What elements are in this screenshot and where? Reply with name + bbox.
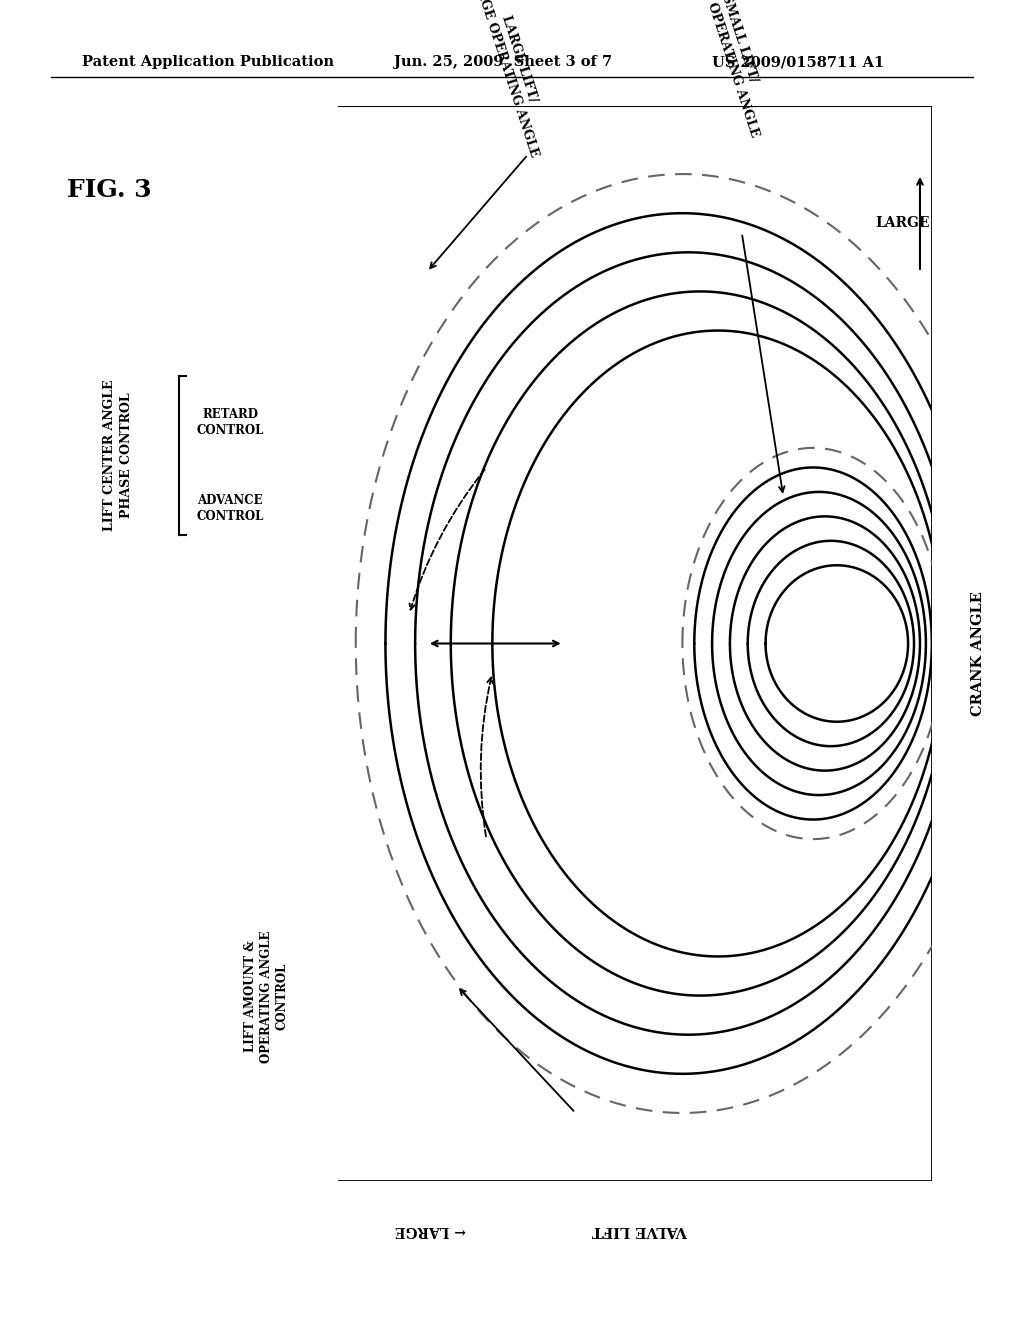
- Text: LIFT CENTER ANGLE
PHASE CONTROL: LIFT CENTER ANGLE PHASE CONTROL: [102, 380, 133, 531]
- Text: RETARD
CONTROL: RETARD CONTROL: [197, 408, 264, 437]
- Text: US 2009/0158711 A1: US 2009/0158711 A1: [712, 55, 884, 70]
- Text: CRANK ANGLE: CRANK ANGLE: [971, 591, 985, 715]
- Text: ← LARGE: ← LARGE: [394, 1224, 466, 1237]
- Text: LARGE: LARGE: [874, 216, 930, 230]
- Text: SMALL LIFT/
SMALL OPERATING ANGLE: SMALL LIFT/ SMALL OPERATING ANGLE: [688, 0, 776, 139]
- Text: Patent Application Publication: Patent Application Publication: [82, 55, 334, 70]
- Text: Jun. 25, 2009  Sheet 3 of 7: Jun. 25, 2009 Sheet 3 of 7: [394, 55, 612, 70]
- Text: LIFT AMOUNT &
OPERATING ANGLE
CONTROL: LIFT AMOUNT & OPERATING ANGLE CONTROL: [244, 931, 289, 1063]
- Text: VALVE LIFT: VALVE LIFT: [592, 1224, 688, 1237]
- Text: LARGE LIFT/
LARGE OPERATING ANGLE: LARGE LIFT/ LARGE OPERATING ANGLE: [468, 0, 556, 158]
- Text: ADVANCE
CONTROL: ADVANCE CONTROL: [197, 494, 264, 523]
- Text: FIG. 3: FIG. 3: [67, 178, 152, 202]
